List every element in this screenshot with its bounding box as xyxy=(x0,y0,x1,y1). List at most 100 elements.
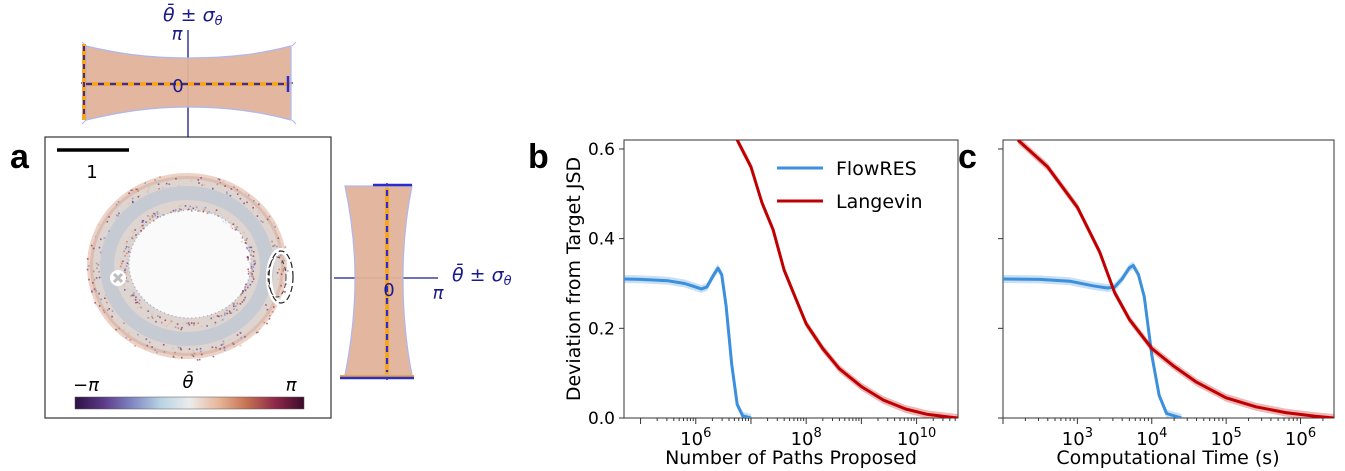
ring-sample xyxy=(258,328,261,330)
ring-sample xyxy=(282,257,284,260)
ring-sample xyxy=(174,209,177,211)
ring-sample xyxy=(100,298,102,301)
ring-sample xyxy=(105,298,108,300)
ring-sample xyxy=(151,317,154,319)
ring-sample xyxy=(252,258,254,260)
ring-sample xyxy=(226,193,229,195)
ring-sample xyxy=(225,221,227,224)
panel-b-ylabel: Deviation from Target JSD xyxy=(563,157,585,401)
ring-sample xyxy=(276,272,279,274)
ring-sample xyxy=(139,303,141,306)
ring-sample xyxy=(224,314,226,316)
right-inset-tick-pi: π xyxy=(433,283,445,304)
ring-sample xyxy=(130,189,133,192)
ring-sample xyxy=(109,320,112,323)
ring-sample xyxy=(250,246,253,249)
ring-sample xyxy=(234,229,237,231)
ring-sample xyxy=(106,220,109,223)
ring-sample xyxy=(245,192,247,194)
ring-sample xyxy=(253,200,255,202)
ring-sample xyxy=(134,229,136,231)
ring-sample xyxy=(146,344,149,347)
ring-sample xyxy=(92,270,95,273)
ring-sample xyxy=(220,315,223,317)
ring-sample xyxy=(189,205,191,208)
ring-sample xyxy=(141,225,143,227)
ring-sample xyxy=(139,226,141,229)
ring-sample xyxy=(125,336,128,339)
ring-sample xyxy=(161,321,163,324)
ring-sample xyxy=(229,194,232,197)
colorbar-mid-label: θ̄ xyxy=(182,371,193,393)
ring-sample xyxy=(255,329,258,332)
ring-sample xyxy=(157,216,159,218)
ring-sample xyxy=(199,347,202,350)
y-tick-label: 0.0 xyxy=(588,409,615,429)
ring-sample xyxy=(222,343,224,346)
ring-sample xyxy=(244,335,246,338)
ring-sample xyxy=(148,186,150,189)
ring-sample xyxy=(118,327,121,330)
ring-sample xyxy=(193,324,195,326)
ring-sample xyxy=(90,244,93,247)
ring-sample xyxy=(239,303,242,305)
ring-sample xyxy=(95,304,98,306)
x-tick-label: 108 xyxy=(791,426,822,450)
ring-sample xyxy=(98,271,100,273)
ring-sample xyxy=(115,203,118,206)
ring-sample xyxy=(124,247,127,250)
ring-sample xyxy=(284,246,287,248)
ring-sample xyxy=(232,303,235,305)
ring-sample xyxy=(125,246,128,248)
ring-sample xyxy=(230,225,232,228)
ring-sample xyxy=(236,309,238,311)
ring-sample xyxy=(104,297,106,299)
ring-sample xyxy=(238,192,240,195)
ring-sample xyxy=(224,185,226,187)
ring-sample xyxy=(223,317,225,320)
ring-sample xyxy=(140,230,142,232)
ring-sample xyxy=(231,227,234,230)
ring-sample xyxy=(158,188,160,190)
ring-sample xyxy=(262,221,264,223)
ring-sample xyxy=(206,325,208,327)
panel-a: 1 −π θ̄ π xyxy=(44,2,512,419)
ring-sample xyxy=(100,238,102,241)
ring-sample xyxy=(285,283,287,285)
ring-sample xyxy=(254,260,256,262)
ring-sample xyxy=(204,206,207,209)
ring-sample xyxy=(236,193,239,195)
ring-sample xyxy=(135,301,137,304)
ring-sample xyxy=(165,182,168,185)
ring-sample xyxy=(200,350,202,353)
ring-sample xyxy=(226,309,228,312)
ring-sample xyxy=(131,200,134,203)
ring-sample xyxy=(239,197,242,200)
ring-sample xyxy=(137,190,139,192)
ring-sample xyxy=(137,232,139,234)
ring-sample xyxy=(230,188,233,190)
ring-sample xyxy=(196,359,199,361)
ring-sample xyxy=(192,355,195,357)
ring-sample xyxy=(92,282,94,284)
ring-sample xyxy=(212,187,214,190)
ring-sample xyxy=(176,323,179,325)
ring-sample xyxy=(170,320,173,323)
ring-sample xyxy=(220,319,222,322)
ring-sample xyxy=(197,322,199,324)
ring-sample xyxy=(147,310,149,312)
ring-sample xyxy=(248,261,251,264)
ring-sample xyxy=(137,333,139,336)
ring-sample xyxy=(122,267,125,269)
ring-sample xyxy=(218,315,220,318)
ring-sample xyxy=(258,211,260,214)
ring-sample xyxy=(180,328,182,331)
ring-sample xyxy=(115,214,118,217)
ring-sample xyxy=(244,296,246,299)
ring-sample xyxy=(154,215,157,217)
ring-sample xyxy=(249,246,251,249)
ring-sample xyxy=(174,351,176,354)
ring-sample xyxy=(151,315,153,318)
ring-sample xyxy=(149,218,151,220)
